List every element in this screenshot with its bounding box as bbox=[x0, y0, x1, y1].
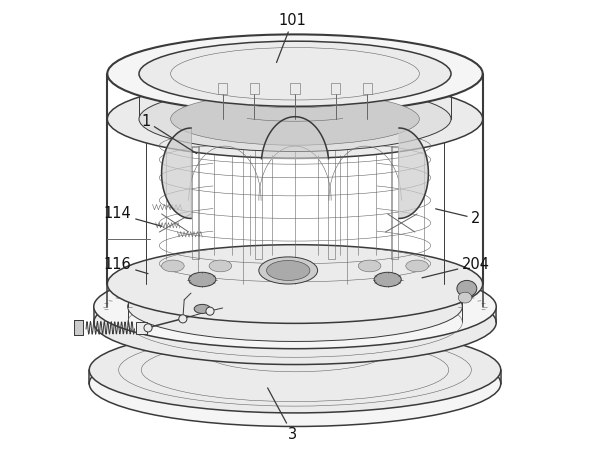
Ellipse shape bbox=[194, 304, 211, 313]
Polygon shape bbox=[162, 128, 191, 218]
Ellipse shape bbox=[457, 280, 477, 297]
Text: 3: 3 bbox=[268, 388, 297, 442]
Bar bbox=[290, 83, 300, 94]
Bar bbox=[218, 83, 227, 94]
Bar bbox=[363, 83, 372, 94]
Ellipse shape bbox=[267, 261, 310, 280]
Ellipse shape bbox=[139, 41, 451, 106]
Bar bbox=[331, 83, 340, 94]
Bar bbox=[391, 146, 398, 259]
Bar bbox=[74, 320, 83, 335]
Ellipse shape bbox=[259, 257, 317, 284]
Ellipse shape bbox=[107, 80, 483, 158]
Ellipse shape bbox=[458, 292, 472, 303]
Bar bbox=[327, 146, 335, 259]
Ellipse shape bbox=[209, 260, 232, 272]
Bar bbox=[263, 333, 276, 339]
Bar bbox=[312, 333, 326, 339]
Ellipse shape bbox=[162, 260, 184, 272]
Ellipse shape bbox=[358, 260, 381, 272]
Ellipse shape bbox=[406, 260, 428, 272]
Text: 114: 114 bbox=[104, 207, 162, 226]
Bar bbox=[335, 333, 348, 339]
Bar bbox=[358, 333, 371, 339]
Bar bbox=[240, 333, 253, 339]
Bar bbox=[287, 333, 301, 339]
Bar bbox=[136, 322, 147, 334]
Ellipse shape bbox=[107, 35, 483, 113]
Circle shape bbox=[179, 315, 187, 323]
Ellipse shape bbox=[171, 93, 419, 145]
Text: 2: 2 bbox=[435, 209, 481, 226]
Text: 204: 204 bbox=[422, 257, 490, 278]
Text: 1: 1 bbox=[141, 114, 196, 153]
Circle shape bbox=[206, 307, 214, 315]
Bar bbox=[217, 333, 231, 339]
Ellipse shape bbox=[94, 264, 496, 349]
Ellipse shape bbox=[189, 272, 216, 287]
Ellipse shape bbox=[127, 272, 463, 341]
Circle shape bbox=[144, 324, 152, 332]
Text: 116: 116 bbox=[104, 257, 148, 273]
Bar bbox=[250, 83, 259, 94]
Ellipse shape bbox=[139, 86, 451, 152]
Ellipse shape bbox=[89, 327, 501, 413]
Ellipse shape bbox=[107, 245, 483, 324]
Ellipse shape bbox=[374, 272, 401, 287]
Ellipse shape bbox=[89, 340, 501, 426]
Bar bbox=[255, 146, 263, 259]
Ellipse shape bbox=[94, 280, 496, 364]
Ellipse shape bbox=[284, 260, 306, 272]
Ellipse shape bbox=[202, 314, 388, 354]
Polygon shape bbox=[399, 128, 428, 218]
Text: 101: 101 bbox=[277, 13, 307, 62]
Bar bbox=[192, 146, 199, 259]
Polygon shape bbox=[261, 117, 329, 159]
